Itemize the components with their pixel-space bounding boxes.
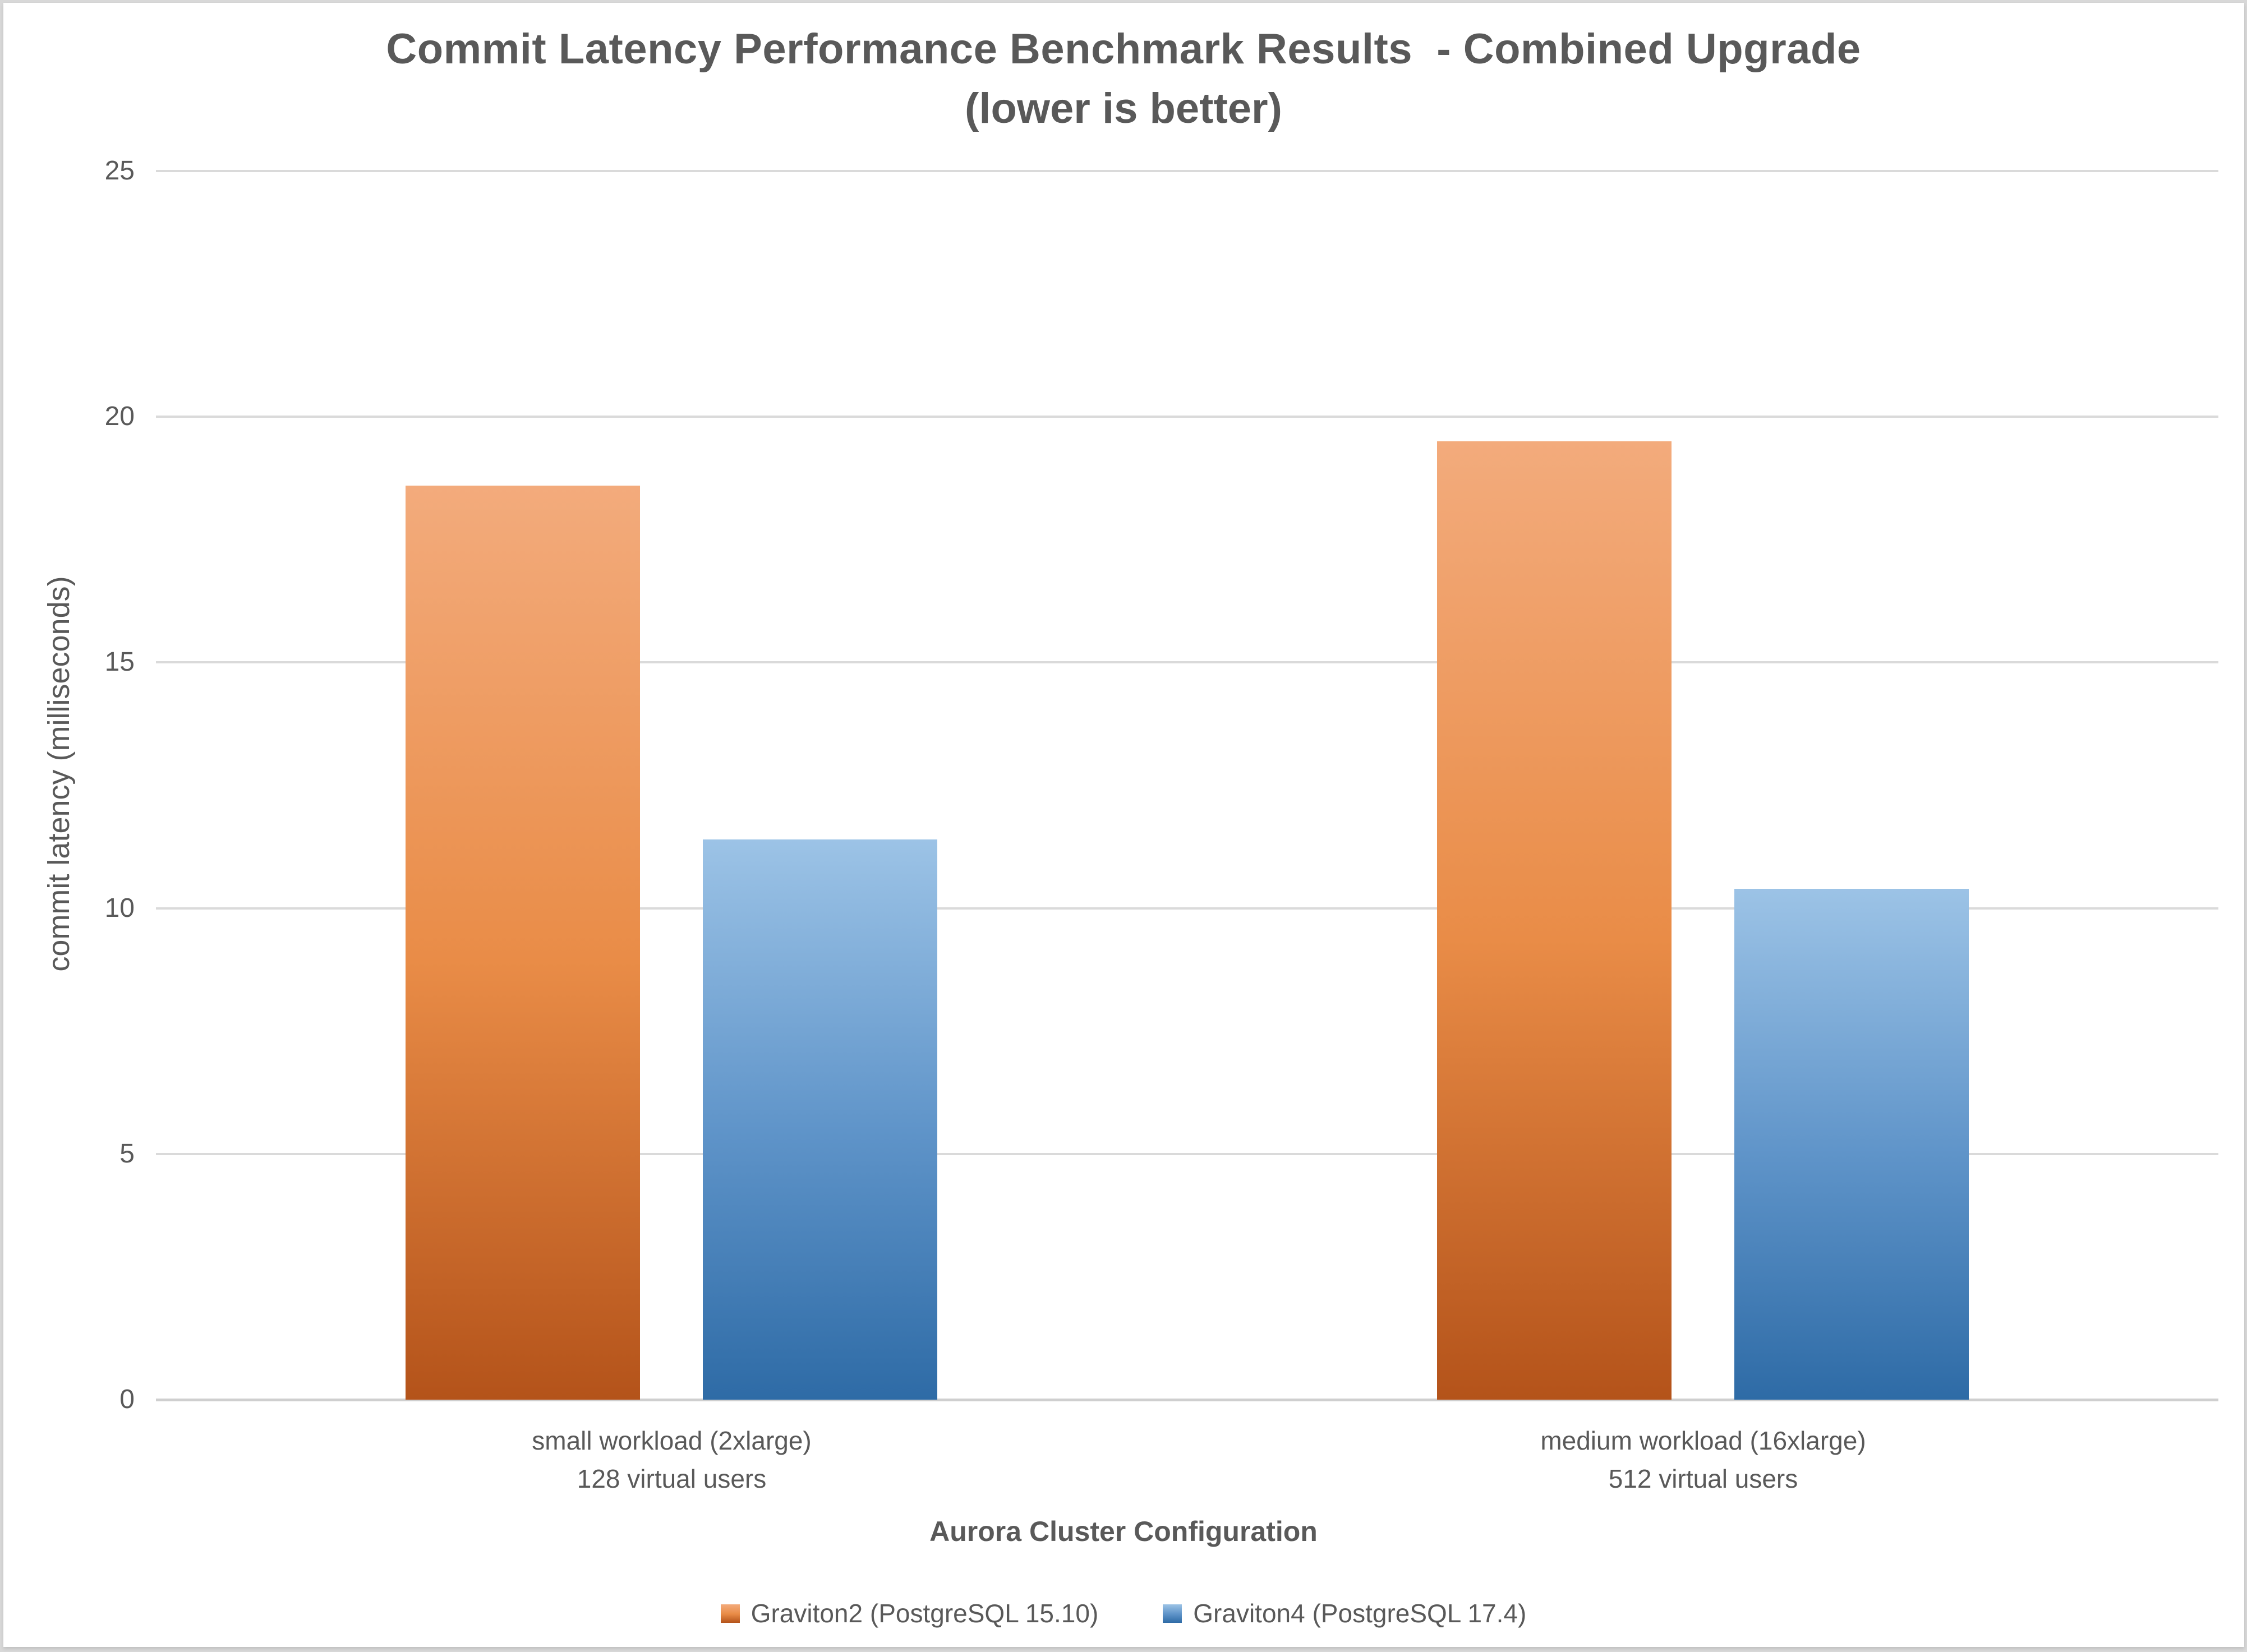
legend-label: Graviton2 (PostgreSQL 15.10) <box>750 1599 1099 1628</box>
y-tick-label-25: 25 <box>104 156 135 186</box>
legend-item-0: Graviton2 (PostgreSQL 15.10) <box>720 1598 1099 1628</box>
legend-item-1: Graviton4 (PostgreSQL 17.4) <box>1163 1598 1526 1628</box>
gridline-20 <box>156 416 2218 418</box>
x-category-label-0: small workload (2xlarge) 128 virtual use… <box>532 1426 812 1493</box>
legend-label: Graviton4 (PostgreSQL 17.4) <box>1193 1599 1527 1628</box>
y-tick-label-5: 5 <box>119 1138 135 1169</box>
bar-series1-category1 <box>1734 889 1969 1400</box>
bar-series0-category1 <box>1437 441 1672 1400</box>
gridline-15 <box>156 661 2218 664</box>
legend-swatch-icon <box>720 1604 740 1623</box>
legend-swatch-icon <box>1163 1604 1182 1623</box>
x-category-label-1: medium workload (16xlarge) 512 virtual u… <box>1540 1426 1866 1493</box>
gridline-10 <box>156 907 2218 910</box>
chart-title: Commit Latency Performance Benchmark Res… <box>386 25 1861 73</box>
y-tick-label-10: 10 <box>104 893 135 923</box>
legend: Graviton2 (PostgreSQL 15.10) Graviton4 (P… <box>0 1594 2247 1633</box>
bar-series0-category0 <box>406 486 640 1400</box>
x-axis-title: Aurora Cluster Configuration <box>929 1516 1318 1547</box>
y-tick-label-20: 20 <box>104 402 135 432</box>
gridline-25 <box>156 170 2218 172</box>
gridline-5 <box>156 1152 2218 1155</box>
plot-area <box>156 170 2218 1401</box>
bar-series1-category0 <box>703 839 937 1400</box>
y-tick-label-15: 15 <box>104 647 135 677</box>
gridline-0 <box>156 1399 2218 1401</box>
chart-subtitle: (lower is better) <box>965 85 1282 132</box>
y-tick-label-0: 0 <box>119 1385 135 1414</box>
